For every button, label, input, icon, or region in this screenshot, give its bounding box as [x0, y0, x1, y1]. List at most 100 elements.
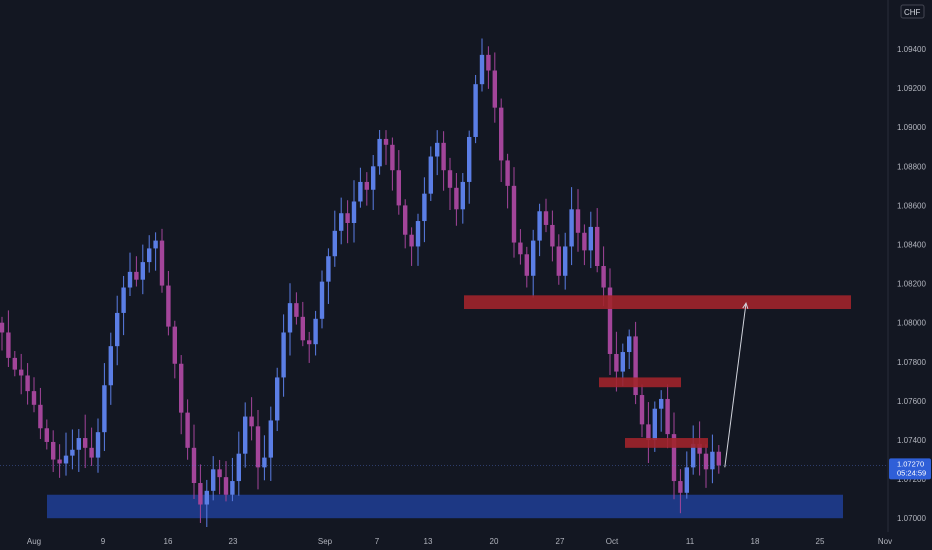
time-tick-label: 11 [686, 537, 695, 546]
price-tick-label: 1.08400 [897, 241, 926, 250]
candle-body [326, 256, 331, 282]
candle-body [89, 447, 94, 458]
candle-body [44, 428, 49, 442]
time-tick-label: Oct [606, 537, 619, 546]
candle-body [684, 467, 689, 493]
candle-body [307, 340, 312, 345]
resistance-zone-1[interactable] [464, 295, 851, 310]
candle-body [217, 469, 222, 478]
candle-body [339, 213, 344, 231]
zones-layer [47, 494, 843, 519]
candle-body [211, 469, 216, 491]
time-tick-label: Nov [878, 537, 892, 546]
candle-body [511, 185, 517, 243]
resistance-zone-3[interactable] [625, 438, 708, 448]
candle-body [383, 138, 389, 145]
candle-body [12, 357, 17, 370]
candle-body [691, 443, 696, 468]
resistance-zone-2[interactable] [599, 377, 681, 388]
candle-body [294, 303, 299, 317]
candle-body [403, 205, 408, 235]
price-tick-label: 1.09200 [897, 84, 926, 93]
candle-body [147, 248, 152, 263]
time-tick-label: 25 [816, 537, 825, 546]
candle-body [633, 336, 638, 396]
candle-body [556, 246, 561, 276]
time-tick-label: 9 [101, 537, 106, 546]
candle-body [140, 262, 145, 280]
time-tick-label: Aug [27, 537, 41, 546]
candle-body [31, 391, 37, 405]
price-axis: CHF 1.09400 1.09200 1.09000 1.08800 1.08600 1.… [887, 0, 931, 532]
candle-body [473, 84, 478, 137]
candle-body [614, 353, 619, 372]
candle-body [531, 240, 536, 276]
candle-body [396, 170, 401, 206]
candle-body [185, 412, 190, 448]
candle-body [38, 404, 43, 429]
candle-body [665, 398, 670, 435]
currency-label: CHF [904, 8, 921, 17]
candle-body [102, 385, 107, 433]
projection-arrow[interactable] [724, 303, 747, 468]
candle-body [537, 211, 542, 241]
candle-body [639, 395, 645, 425]
candle-body [492, 70, 497, 108]
candle-body [703, 453, 709, 470]
candle-body [415, 221, 421, 247]
candle-body [275, 377, 280, 421]
candle-body [345, 213, 350, 223]
candle-body [313, 318, 318, 345]
candle-body [499, 107, 504, 161]
price-tick-label: 1.09400 [897, 45, 926, 54]
candle-body [25, 375, 30, 392]
candle-body [115, 312, 120, 347]
candle-body [646, 424, 651, 440]
price-tick-label: 1.08600 [897, 201, 926, 210]
candle-body [428, 156, 433, 194]
candle-body [249, 416, 254, 427]
candle-body [108, 346, 113, 386]
candle-body [281, 332, 286, 378]
annotations-layer [0, 295, 888, 468]
candle-body [524, 254, 529, 276]
candle-body [409, 234, 414, 247]
candle-body [300, 316, 305, 341]
candle-body [0, 322, 5, 333]
candle-body [63, 455, 69, 464]
price-tick-label: 1.08800 [897, 162, 926, 171]
candle-body [620, 352, 625, 372]
candle-body [575, 209, 581, 233]
candle-body [134, 271, 139, 280]
candle-body [569, 209, 574, 247]
candle-body [76, 438, 81, 450]
candle-body [710, 451, 715, 470]
support-zone[interactable] [47, 494, 843, 519]
candle-body [505, 160, 510, 186]
price-tick-label: 1.07200 [897, 475, 926, 484]
candle-body [172, 326, 177, 364]
candle-body [351, 201, 357, 223]
currency-badge[interactable] [900, 4, 925, 19]
arrow-head-icon [742, 302, 749, 310]
candle-body [262, 457, 267, 468]
candle-body [652, 408, 657, 440]
candle-body [371, 166, 376, 190]
candle-body [153, 240, 158, 249]
candle-body [601, 266, 606, 288]
candle-body [358, 181, 363, 202]
time-tick-label: 27 [556, 537, 565, 546]
candle-body [550, 224, 555, 247]
candle-body [454, 187, 459, 210]
candle-body [287, 303, 293, 333]
candle-body [377, 138, 382, 167]
candle-body [179, 363, 184, 413]
candle-body [127, 271, 133, 288]
time-tick-label: 23 [229, 537, 238, 546]
price-tick-label: 1.07000 [897, 514, 926, 523]
candle-body [460, 181, 465, 210]
candle-body [422, 193, 427, 222]
time-tick-label: 7 [375, 537, 380, 546]
